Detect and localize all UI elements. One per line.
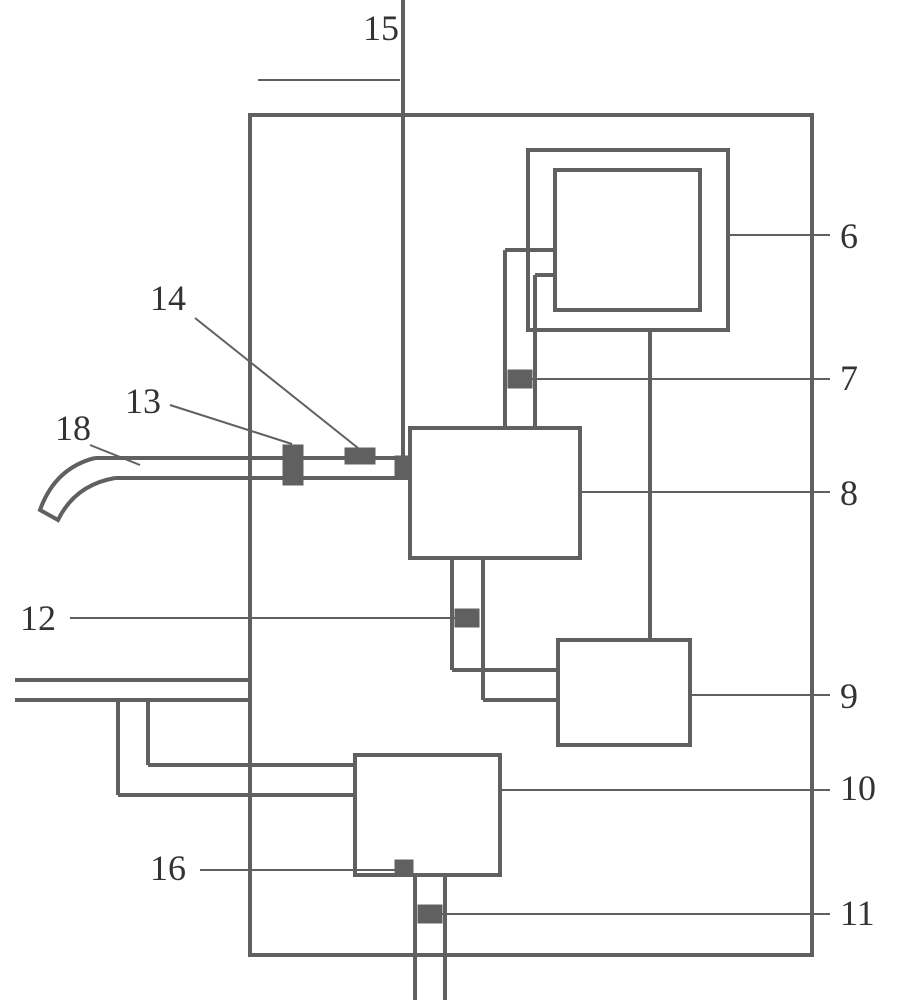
label-14: 14 (150, 278, 186, 318)
valve-seven (508, 370, 532, 388)
label-9: 9 (840, 676, 858, 716)
label-11: 11 (840, 893, 875, 933)
valve-fourteen (345, 448, 375, 464)
label-12: 12 (20, 598, 56, 638)
valve-twelve (455, 609, 479, 627)
leader-l14 (195, 318, 358, 448)
valve-thirteen (283, 445, 303, 485)
leader-l18 (90, 445, 140, 465)
spout-curve (40, 458, 115, 520)
label-7: 7 (840, 358, 858, 398)
label-13: 13 (125, 381, 161, 421)
label-16: 16 (150, 848, 186, 888)
label-15: 15 (363, 8, 399, 48)
component-8 (410, 428, 580, 558)
label-10: 10 (840, 768, 876, 808)
leader-l13 (170, 405, 292, 444)
valve-fifteen (395, 456, 411, 478)
component-9 (558, 640, 690, 745)
label-8: 8 (840, 473, 858, 513)
label-18: 18 (55, 408, 91, 448)
valve-sixteen (395, 860, 413, 874)
component-6-inner (555, 170, 700, 310)
valve-eleven (418, 905, 442, 923)
component-10 (355, 755, 500, 875)
label-6: 6 (840, 216, 858, 256)
